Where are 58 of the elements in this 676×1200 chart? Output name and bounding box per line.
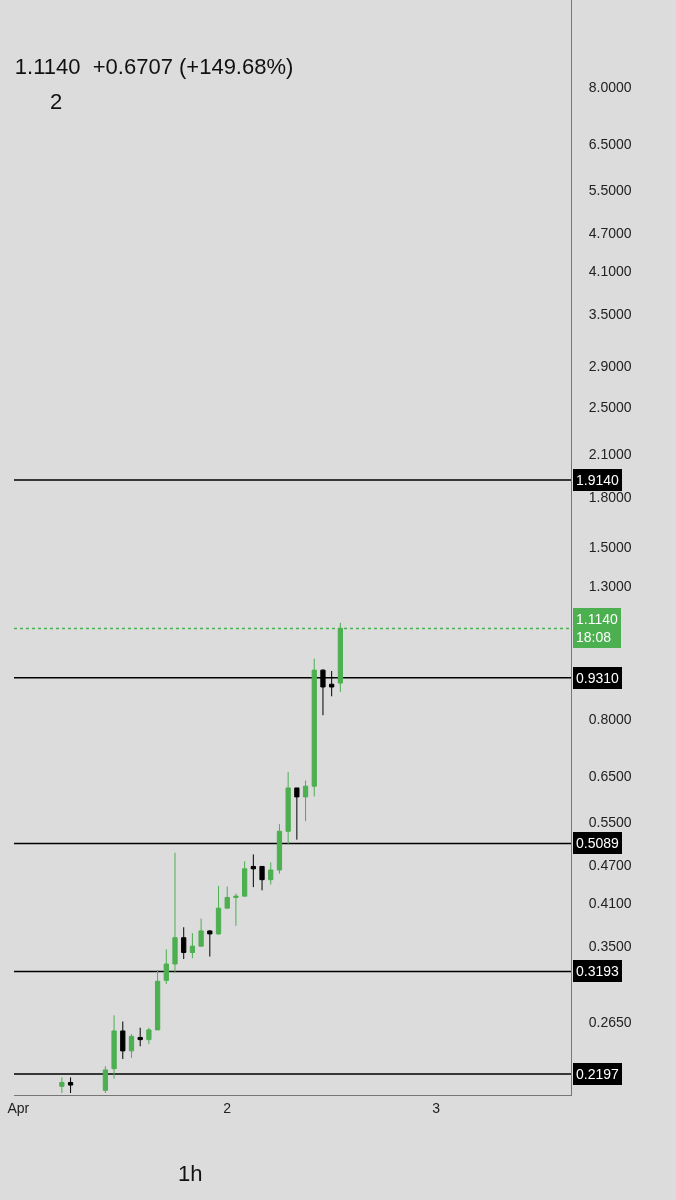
candlestick — [233, 893, 239, 927]
candlestick — [67, 1076, 74, 1094]
y-tick-label: 8.0000 — [588, 79, 632, 96]
candlestick — [311, 658, 317, 797]
ref-line-label: 0.5089 — [576, 835, 620, 851]
candlestick — [224, 886, 230, 909]
candlestick — [163, 948, 169, 985]
candlestick — [154, 969, 161, 1031]
candlestick — [137, 1027, 143, 1047]
y-tick-label: 0.3500 — [588, 938, 632, 955]
y-tick-label: 0.8000 — [588, 711, 632, 728]
y-tick-label: 2.9000 — [588, 357, 632, 374]
ref-line-label: 1.9140 — [576, 472, 620, 488]
y-tick-label: 0.2650 — [588, 1014, 632, 1031]
candlestick — [294, 787, 300, 841]
candlestick — [172, 852, 178, 973]
y-tick-label: 1.3000 — [588, 577, 632, 594]
candlestick — [128, 1033, 135, 1059]
ref-line-label: 0.3193 — [576, 963, 620, 979]
candlestick — [250, 853, 256, 888]
y-tick-label: 2.1000 — [588, 446, 632, 463]
candlestick — [189, 932, 196, 959]
ref-line-label: 0.9310 — [576, 670, 620, 686]
y-tick-label: 6.5000 — [588, 136, 632, 153]
y-tick-label: 0.5500 — [588, 814, 632, 831]
x-tick-label: 3 — [432, 1099, 441, 1116]
ref-line-label: 0.2197 — [576, 1066, 620, 1082]
y-tick-label: 2.5000 — [588, 398, 632, 415]
y-tick-label: 4.7000 — [588, 225, 632, 242]
candlestick — [120, 1021, 126, 1060]
y-tick-label: 0.6500 — [588, 768, 632, 785]
y-tick-label: 4.1000 — [588, 262, 632, 279]
x-tick-label: Apr — [7, 1099, 30, 1116]
candlestick — [207, 930, 213, 958]
y-tick-label: 5.5000 — [588, 182, 632, 199]
text: 1.1140 +0.6707 (+149.68%) — [14, 53, 294, 79]
candlestick — [111, 1014, 117, 1080]
candlestick — [215, 885, 222, 936]
annotation: 2 — [50, 89, 63, 114]
y-tick-label: 1.8000 — [588, 488, 632, 505]
candlestick — [276, 823, 283, 875]
text: 1h — [178, 1161, 203, 1186]
candlestick — [181, 926, 187, 960]
y-tick-label: 0.4100 — [588, 894, 632, 911]
candlestick — [259, 865, 265, 891]
candlestick — [198, 918, 204, 947]
candlestick — [59, 1076, 65, 1094]
y-tick-label: 3.5000 — [588, 306, 632, 323]
x-tick-label: 2 — [223, 1099, 232, 1116]
candlestick — [302, 780, 309, 822]
candlestick — [242, 860, 248, 897]
candlestick — [146, 1027, 152, 1045]
candlestick — [102, 1065, 109, 1094]
y-tick-label: 1.5000 — [588, 538, 632, 555]
ref-line-label: 1.1140 18:08 — [576, 611, 618, 646]
candlestick — [268, 861, 274, 886]
y-tick-label: 0.4700 — [588, 857, 632, 874]
candlestick — [285, 771, 291, 845]
